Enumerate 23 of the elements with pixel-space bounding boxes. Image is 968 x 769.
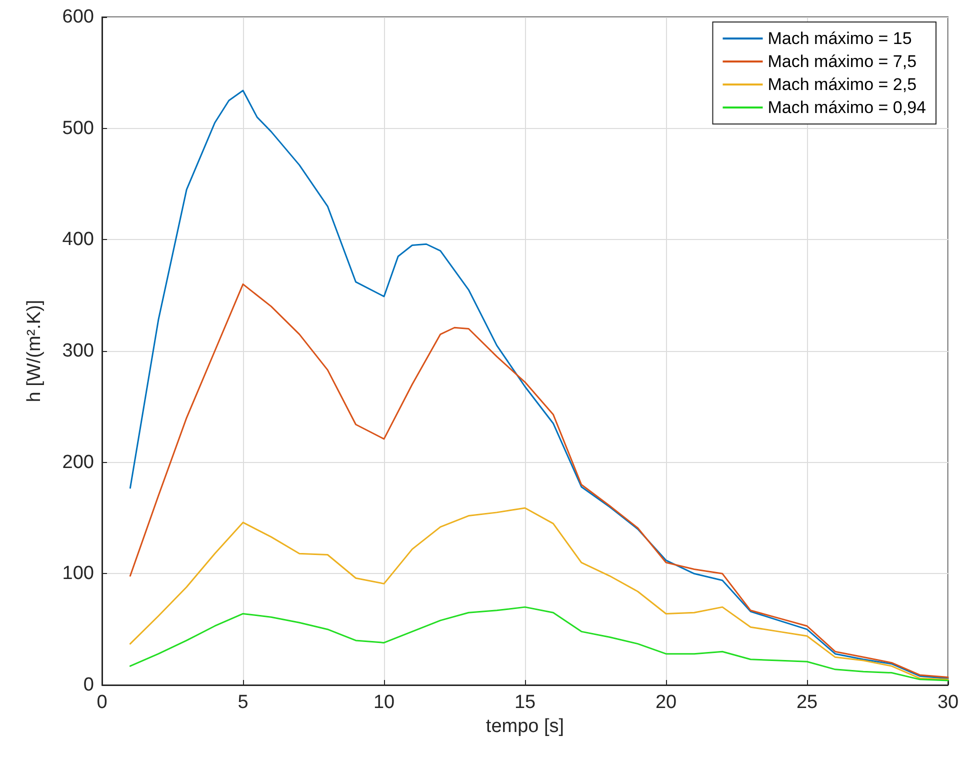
legend-label: Mach máximo = 15 [768, 29, 912, 48]
legend-label: Mach máximo = 2,5 [768, 75, 917, 94]
line-series [129, 606, 949, 682]
x-tick-label: 25 [796, 692, 818, 713]
x-tick-label: 10 [373, 692, 395, 713]
legend-label: Mach máximo = 0,94 [768, 98, 926, 117]
x-tick-label: 15 [514, 692, 536, 713]
legend-label: Mach máximo = 7,5 [768, 52, 917, 71]
y-tick-label: 300 [62, 340, 94, 362]
x-tick-label: 30 [937, 692, 959, 713]
y-tick-label: 0 [83, 674, 94, 696]
y-tick-label: 500 [62, 118, 94, 139]
line-series [129, 507, 949, 680]
y-tick-label: 600 [62, 6, 94, 28]
line-series [129, 283, 949, 678]
x-axis-title: tempo [s] [486, 716, 564, 737]
x-tick-label: 20 [655, 692, 677, 713]
y-tick-label: 100 [62, 563, 94, 584]
y-tick-label: 200 [62, 452, 94, 473]
x-tick-label: 5 [238, 692, 248, 713]
x-tick-label: 0 [96, 692, 108, 713]
y-axis-title: h [W/(m².K)] [24, 300, 45, 402]
y-tick-label: 400 [62, 229, 94, 250]
